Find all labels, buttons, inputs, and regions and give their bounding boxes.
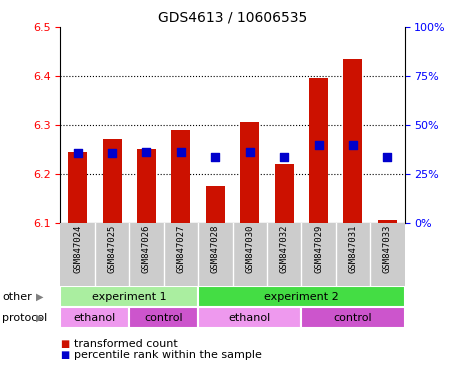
Text: GSM847030: GSM847030: [245, 225, 254, 273]
Text: control: control: [333, 313, 372, 323]
Bar: [378, 220, 397, 223]
Bar: [60, 307, 129, 328]
Point: [349, 142, 357, 149]
Text: GSM847031: GSM847031: [348, 225, 358, 273]
Bar: [206, 186, 225, 223]
Text: GSM847028: GSM847028: [211, 225, 220, 273]
Text: percentile rank within the sample: percentile rank within the sample: [74, 350, 262, 360]
Text: transformed count: transformed count: [74, 339, 178, 349]
Bar: [198, 286, 405, 307]
Point: [143, 149, 150, 155]
Bar: [60, 286, 198, 307]
Point: [246, 149, 253, 155]
Point: [384, 154, 391, 160]
Point: [280, 154, 288, 160]
Bar: [68, 152, 87, 223]
Text: GSM847033: GSM847033: [383, 225, 392, 273]
Text: GSM847025: GSM847025: [107, 225, 117, 273]
Text: ▶: ▶: [36, 313, 43, 323]
Bar: [103, 139, 121, 223]
Text: protocol: protocol: [2, 313, 47, 323]
Text: ■: ■: [60, 350, 70, 360]
Point: [177, 149, 185, 155]
Point: [74, 150, 81, 156]
Text: ▶: ▶: [36, 291, 43, 302]
Bar: [172, 130, 190, 223]
Bar: [301, 307, 405, 328]
Bar: [137, 149, 156, 223]
Text: GSM847032: GSM847032: [279, 225, 289, 273]
Text: GSM847027: GSM847027: [176, 225, 186, 273]
Point: [315, 142, 322, 149]
Text: ethanol: ethanol: [74, 313, 116, 323]
Point: [212, 154, 219, 160]
Text: control: control: [144, 313, 183, 323]
Text: ethanol: ethanol: [229, 313, 271, 323]
Bar: [309, 78, 328, 223]
Bar: [240, 122, 259, 223]
Text: GSM847029: GSM847029: [314, 225, 323, 273]
Bar: [198, 307, 301, 328]
Bar: [275, 164, 293, 223]
Title: GDS4613 / 10606535: GDS4613 / 10606535: [158, 10, 307, 24]
Text: experiment 1: experiment 1: [92, 291, 166, 302]
Text: experiment 2: experiment 2: [264, 291, 339, 302]
Text: GSM847026: GSM847026: [142, 225, 151, 273]
Text: ■: ■: [60, 339, 70, 349]
Point: [108, 150, 116, 156]
Bar: [344, 59, 362, 223]
Text: other: other: [2, 291, 32, 302]
Text: GSM847024: GSM847024: [73, 225, 82, 273]
Bar: [129, 307, 198, 328]
